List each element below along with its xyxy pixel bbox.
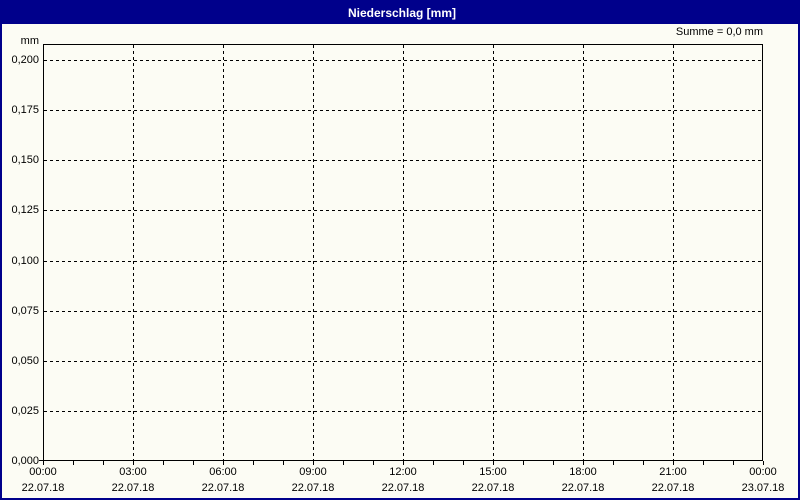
x-axis-tick-mark [463,461,464,465]
x-axis-date-label: 22.07.18 [201,482,245,494]
y-axis-tick-label: 0,125 [11,204,39,216]
x-axis-time-label: 12:00 [389,466,417,478]
y-axis-unit-label: mm [20,35,39,47]
x-axis-time-label: 15:00 [479,466,507,478]
x-axis-tick-mark [163,461,164,465]
y-axis-tick-label: 0,100 [11,255,39,267]
x-axis-tick-mark [103,461,104,465]
x-axis-tick-mark [733,461,734,465]
y-axis-tick-label: 0,175 [11,104,39,116]
x-axis-tick-mark [373,461,374,465]
x-axis-tick-mark [493,461,494,465]
x-axis-tick-mark [43,461,44,465]
x-axis-tick-mark [703,461,704,465]
vertical-gridline [583,45,584,460]
plot-area [43,44,763,461]
y-axis-zero-tick [39,460,43,461]
x-axis-date-label: 22.07.18 [21,482,65,494]
x-axis-tick-mark [613,461,614,465]
x-axis-time-label: 00:00 [29,466,57,478]
x-axis-tick-mark [133,461,134,465]
x-axis-tick-mark [433,461,434,465]
x-axis-tick-mark [283,461,284,465]
x-axis-tick-mark [763,461,764,465]
x-axis-date-label: 23.07.18 [741,482,785,494]
x-axis-tick-mark [313,461,314,465]
y-axis-tick-label: 0,200 [11,54,39,66]
x-axis-time-label: 18:00 [569,466,597,478]
x-axis-tick-mark [343,461,344,465]
x-axis-date-label: 22.07.18 [381,482,425,494]
x-axis-tick-mark [553,461,554,465]
x-axis-time-label: 00:00 [749,466,777,478]
vertical-gridline [403,45,404,460]
x-axis-date-label: 22.07.18 [111,482,155,494]
y-axis-tick-label: 0,025 [11,405,39,417]
x-axis-tick-mark [193,461,194,465]
x-axis-tick-mark [673,461,674,465]
chart-title: Niederschlag [mm] [347,6,457,20]
x-axis-time-label: 09:00 [299,466,327,478]
x-axis-time-label: 06:00 [209,466,237,478]
x-axis-tick-mark [643,461,644,465]
x-axis-date-label: 22.07.18 [651,482,695,494]
x-axis-time-label: 03:00 [119,466,147,478]
vertical-gridline [313,45,314,460]
x-axis-tick-mark [403,461,404,465]
x-axis-date-label: 22.07.18 [291,482,335,494]
x-axis-time-label: 21:00 [659,466,687,478]
sum-annotation: Summe = 0,0 mm [675,26,763,38]
x-axis-tick-mark [73,461,74,465]
x-axis-date-label: 22.07.18 [471,482,515,494]
x-axis-date-label: 22.07.18 [561,482,605,494]
y-axis-tick-label: 0,050 [11,355,39,367]
y-axis-tick-label: 0,000 [11,455,39,467]
vertical-gridline [133,45,134,460]
x-axis-tick-mark [223,461,224,465]
title-bar: Niederschlag [mm] [2,2,798,24]
vertical-gridline [223,45,224,460]
y-axis-tick-label: 0,075 [11,305,39,317]
x-axis-tick-mark [253,461,254,465]
x-axis-tick-mark [583,461,584,465]
x-axis-tick-mark [523,461,524,465]
vertical-gridline [493,45,494,460]
y-axis-tick-label: 0,150 [11,154,39,166]
vertical-gridline [673,45,674,460]
